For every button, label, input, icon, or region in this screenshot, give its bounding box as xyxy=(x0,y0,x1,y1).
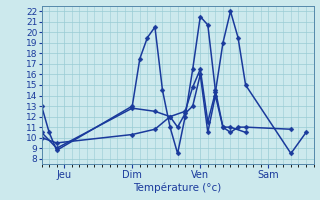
X-axis label: Température (°c): Température (°c) xyxy=(133,182,222,193)
